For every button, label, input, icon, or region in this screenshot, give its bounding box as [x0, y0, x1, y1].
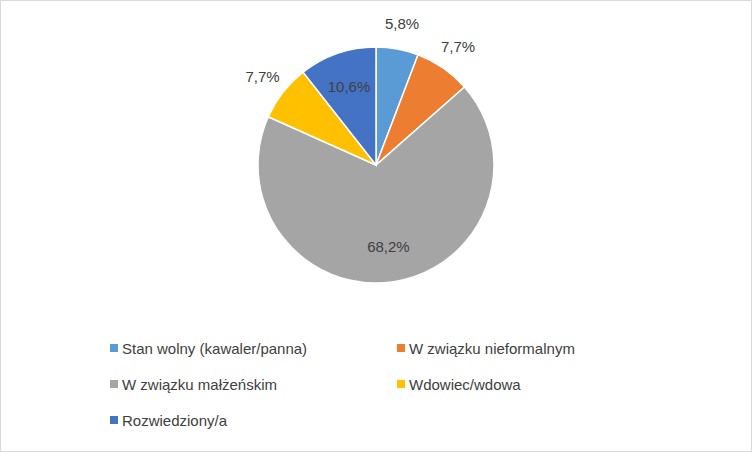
legend-item: Stan wolny (kawaler/panna) — [110, 340, 307, 357]
chart-svg: 5,8% 7,7% 68,2% 7,7% 10,6% Stan wolny (kawale… — [0, 0, 752, 452]
legend-swatch — [397, 380, 405, 388]
pie-slice — [303, 47, 376, 165]
legend-item: W związku nieformalnym — [397, 340, 575, 357]
data-label: 10,6% — [328, 78, 371, 95]
data-label: 7,7% — [441, 38, 475, 55]
pie — [258, 47, 494, 283]
legend-swatch — [397, 344, 405, 352]
legend-label: W związku nieformalnym — [409, 340, 575, 357]
legend-swatch — [110, 416, 118, 424]
legend: Stan wolny (kawaler/panna) W związku nief… — [110, 340, 575, 429]
legend-swatch — [110, 344, 118, 352]
legend-label: Stan wolny (kawaler/panna) — [122, 340, 307, 357]
legend-swatch — [110, 380, 118, 388]
legend-item: Rozwiedziony/a — [110, 412, 228, 429]
data-label: 68,2% — [367, 238, 410, 255]
legend-item: Wdowiec/wdowa — [397, 376, 521, 393]
legend-label: Wdowiec/wdowa — [409, 376, 521, 393]
legend-label: Rozwiedziony/a — [122, 412, 228, 429]
data-label: 7,7% — [245, 68, 279, 85]
chart-frame — [1, 1, 752, 452]
chart-container: 5,8% 7,7% 68,2% 7,7% 10,6% Stan wolny (kawale… — [0, 0, 752, 452]
data-labels: 5,8% 7,7% 68,2% 7,7% 10,6% — [245, 15, 475, 255]
data-label: 5,8% — [385, 15, 419, 32]
legend-label: W związku małżeńskim — [122, 376, 277, 393]
legend-item: W związku małżeńskim — [110, 376, 277, 393]
